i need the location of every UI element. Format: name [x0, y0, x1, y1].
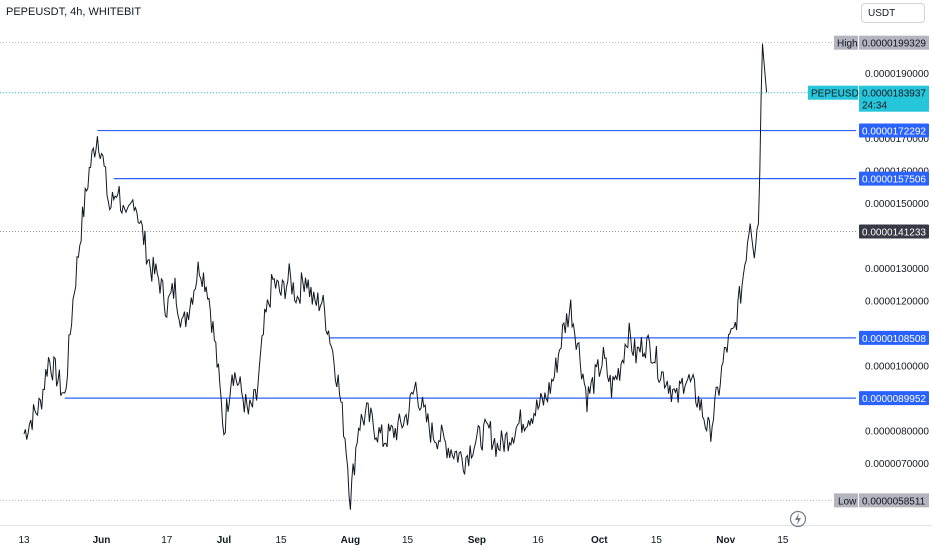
y-tick-label: 0.0000170000: [865, 134, 929, 145]
x-tick-label: Aug: [341, 535, 360, 546]
price-series-line: [23, 43, 768, 510]
high-tag: High: [837, 39, 858, 50]
high-price-label: 0.0000199329: [862, 39, 926, 50]
y-tick-label: 0.0000080000: [865, 427, 929, 438]
x-tick-label: Jun: [93, 535, 111, 546]
level-price-tag-label: 0.0000108508: [862, 334, 926, 345]
level-price-tag-label: 0.0000157506: [862, 175, 926, 186]
lightning-icon[interactable]: [788, 509, 808, 529]
low-tag: Low: [838, 496, 857, 507]
x-tick-label: Sep: [468, 535, 486, 546]
x-tick-label: 17: [161, 535, 173, 546]
prev-price-tag-box: [859, 224, 929, 239]
currency-selector[interactable]: USDT: [861, 3, 925, 23]
last-price-box: [859, 85, 929, 112]
high-price-box: [859, 35, 929, 50]
x-tick-label: Nov: [716, 535, 735, 546]
x-tick-label: Jul: [217, 535, 232, 546]
countdown-label: 24:34: [862, 101, 887, 112]
last-price-label: 0.0000183937: [862, 89, 926, 100]
x-tick-label: Oct: [591, 535, 608, 546]
y-tick-label: 0.0000150000: [865, 199, 929, 210]
x-tick-label: 16: [533, 535, 545, 546]
y-tick-label: 0.0000190000: [865, 69, 929, 80]
symbol-title: PEPEUSDT, 4h, WHITEBIT: [6, 6, 142, 18]
y-tick-label: 0.0000070000: [865, 459, 929, 470]
high-tag-box: [834, 35, 858, 50]
prev-price-tag-label: 0.0000141233: [862, 227, 926, 238]
symbol-tag-box: [808, 85, 858, 100]
low-price-box: [859, 493, 929, 508]
x-tick-label: 13: [18, 535, 30, 546]
low-tag-box: [834, 493, 858, 508]
y-tick-label: 0.0000120000: [865, 297, 929, 308]
x-tick-label: 15: [402, 535, 414, 546]
low-price-label: 0.0000058511: [862, 496, 926, 507]
level-price-tag-box: [859, 171, 929, 186]
y-tick-label: 0.0000100000: [865, 362, 929, 373]
x-tick-label: 15: [651, 535, 663, 546]
time-axis-divider: [0, 525, 932, 526]
level-price-tag-label: 0.0000172292: [862, 127, 926, 138]
x-tick-label: 15: [777, 535, 789, 546]
symbol-tag: PEPEUSDT: [811, 89, 865, 100]
level-price-tag-box: [859, 123, 929, 138]
y-tick-label: 0.0000130000: [865, 264, 929, 275]
level-price-tag-label: 0.0000089952: [862, 394, 926, 405]
x-tick-label: 15: [275, 535, 287, 546]
level-price-tag-box: [859, 330, 929, 345]
level-price-tag-box: [859, 391, 929, 406]
